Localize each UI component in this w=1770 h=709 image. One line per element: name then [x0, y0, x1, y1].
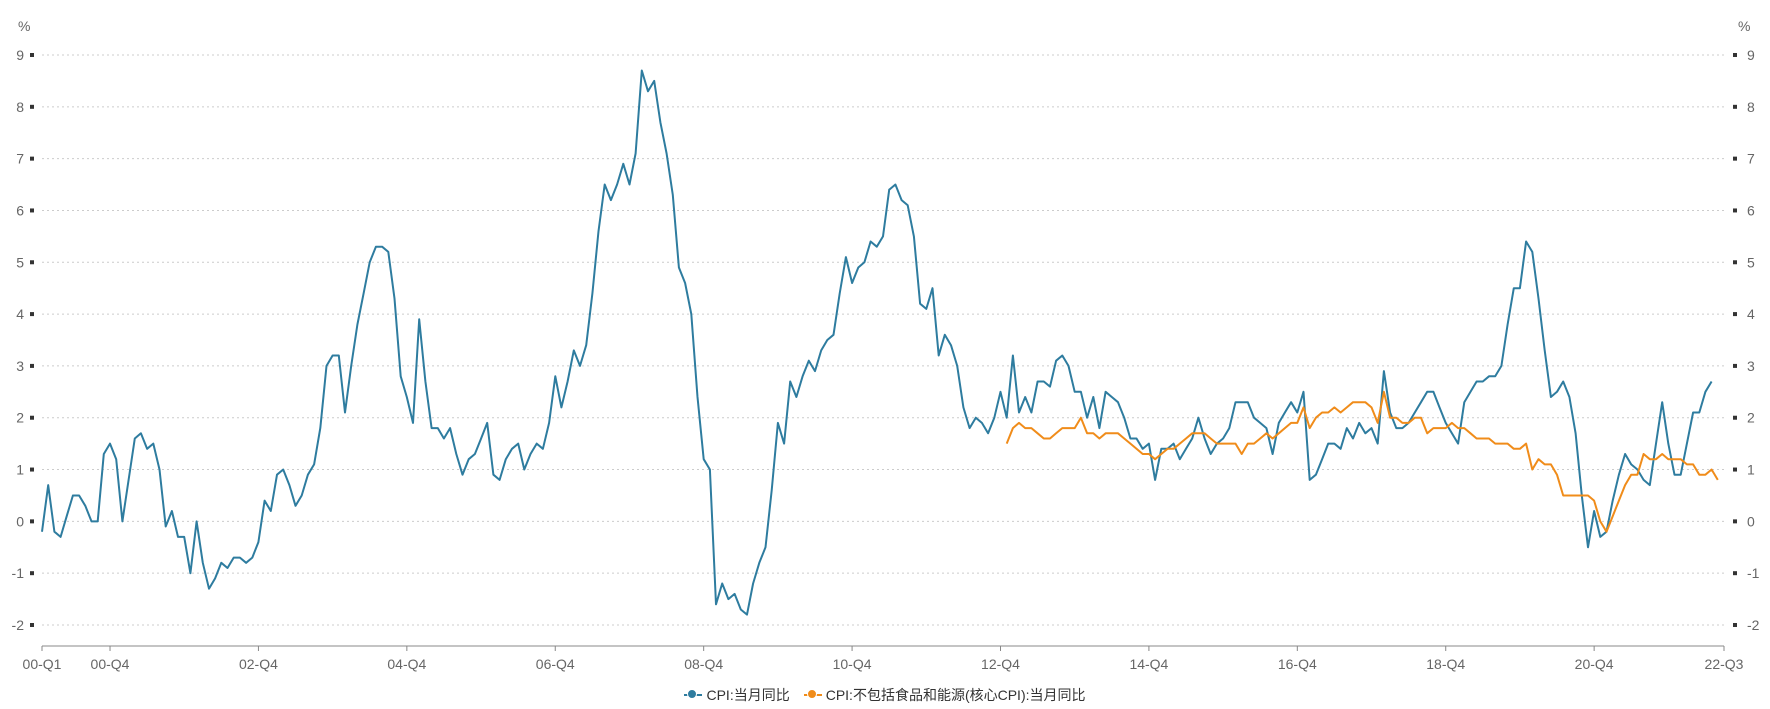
- y-tick-mark-left: [30, 363, 34, 368]
- y-tick-mark-left: [30, 623, 34, 627]
- x-tick-label: 04-Q4: [387, 656, 426, 672]
- y-tick-mark-right: [1733, 623, 1737, 627]
- legend: CPI:当月同比 CPI:不包括食品和能源(核心CPI):当月同比: [0, 684, 1770, 706]
- y-tick-label-right: 6: [1747, 202, 1755, 218]
- x-tick-label: 02-Q4: [239, 656, 278, 672]
- y-tick-label-left: 8: [16, 99, 24, 115]
- y-tick-label-left: 7: [16, 151, 24, 167]
- axes: % %: [18, 18, 1750, 647]
- series-lines: [41, 69, 1719, 616]
- y-tick-label-left: 2: [16, 410, 24, 426]
- series-line-core-cpi: [1005, 390, 1719, 533]
- y-tick-label-right: 9: [1747, 47, 1755, 63]
- y-tick-mark-right: [1733, 571, 1737, 576]
- y-tick-mark-right: [1733, 415, 1737, 420]
- y-tick-mark-right: [1733, 312, 1737, 317]
- x-tick-label: 00-Q1: [23, 656, 62, 672]
- grid-lines: [42, 54, 1724, 626]
- y-tick-label-left: 0: [16, 513, 24, 529]
- y-tick-mark-right: [1733, 208, 1737, 213]
- y-tick-label-right: -2: [1747, 617, 1760, 633]
- y-tick-mark-left: [30, 53, 34, 57]
- y-tick-mark-left: [30, 104, 34, 109]
- y-tick-mark-right: [1733, 104, 1737, 109]
- y-tick-mark-right: [1733, 519, 1737, 524]
- right-unit-label: %: [1738, 18, 1750, 34]
- y-tick-mark-left: [30, 467, 34, 472]
- x-tick-label: 18-Q4: [1426, 656, 1465, 672]
- y-tick-label-left: -1: [12, 565, 25, 581]
- y-tick-mark-left: [30, 415, 34, 420]
- x-tick-label: 16-Q4: [1278, 656, 1317, 672]
- y-tick-mark-right: [1733, 260, 1737, 265]
- legend-label-core-cpi: CPI:不包括食品和能源(核心CPI):当月同比: [825, 687, 1086, 703]
- y-tick-label-left: 3: [16, 358, 24, 374]
- y-tick-mark-right: [1733, 363, 1737, 368]
- y-tick-label-left: 6: [16, 202, 24, 218]
- y-tick-label-left: 1: [16, 462, 24, 478]
- y-tick-label-right: 1: [1747, 462, 1755, 478]
- y-tick-label-right: 2: [1747, 410, 1755, 426]
- y-tick-label-left: -2: [12, 617, 25, 633]
- y-tick-label-left: 4: [16, 306, 24, 322]
- y-tick-mark-left: [30, 156, 34, 161]
- y-tick-label-right: 3: [1747, 358, 1755, 374]
- x-tick-label: 06-Q4: [536, 656, 575, 672]
- y-tick-label-right: 5: [1747, 254, 1755, 270]
- y-tick-mark-left: [30, 519, 34, 524]
- x-tick-label: 00-Q4: [91, 656, 130, 672]
- series-line-cpi: [41, 69, 1713, 616]
- y-tick-mark-left: [30, 208, 34, 213]
- y-tick-mark-right: [1733, 53, 1737, 57]
- y-tick-label-right: 8: [1747, 99, 1755, 115]
- y-tick-label-right: 0: [1747, 513, 1755, 529]
- y-tick-mark-right: [1733, 467, 1737, 472]
- x-tick-label: 12-Q4: [981, 656, 1020, 672]
- legend-item-cpi[interactable]: CPI:当月同比: [684, 685, 790, 705]
- x-tick-label: 20-Q4: [1575, 656, 1614, 672]
- x-tick-label: 22-Q3: [1705, 656, 1744, 672]
- y-tick-labels: 9 9 8 8 7 7 6 6 5 5 4 4 3 3 2 2 1 1 0 0 -1 -1 -2 -2: [12, 47, 1760, 633]
- legend-label-cpi: CPI:当月同比: [706, 687, 790, 703]
- left-unit-label: %: [18, 18, 30, 34]
- y-tick-mark-left: [30, 312, 34, 317]
- y-tick-label-left: 5: [16, 254, 24, 270]
- x-tick-label: 14-Q4: [1129, 656, 1168, 672]
- x-tick-label: 10-Q4: [833, 656, 872, 672]
- y-tick-mark-right: [1733, 156, 1737, 161]
- y-tick-label-right: -1: [1747, 565, 1760, 581]
- cpi-line-chart: % % 9 98 87 76 65 54 43 32 21 10 0-1 -1-2 -2 00-Q1 00…: [12, 18, 1760, 672]
- y-tick-label-right: 7: [1747, 151, 1755, 167]
- legend-marker-cpi: [684, 689, 703, 699]
- x-tick-label: 08-Q4: [684, 656, 723, 672]
- y-tick-mark-left: [30, 260, 34, 265]
- legend-marker-core-cpi: [803, 689, 822, 699]
- y-tick-mark-left: [30, 571, 34, 576]
- y-tick-label-right: 4: [1747, 306, 1755, 322]
- x-tick-labels: 00-Q1 00-Q4 02-Q4 04-Q4 06-Q4 08-Q4 10-Q4 12-Q4…: [23, 646, 1744, 672]
- y-tick-label-left: 9: [16, 47, 24, 63]
- legend-item-core-cpi[interactable]: CPI:不包括食品和能源(核心CPI):当月同比: [803, 685, 1086, 705]
